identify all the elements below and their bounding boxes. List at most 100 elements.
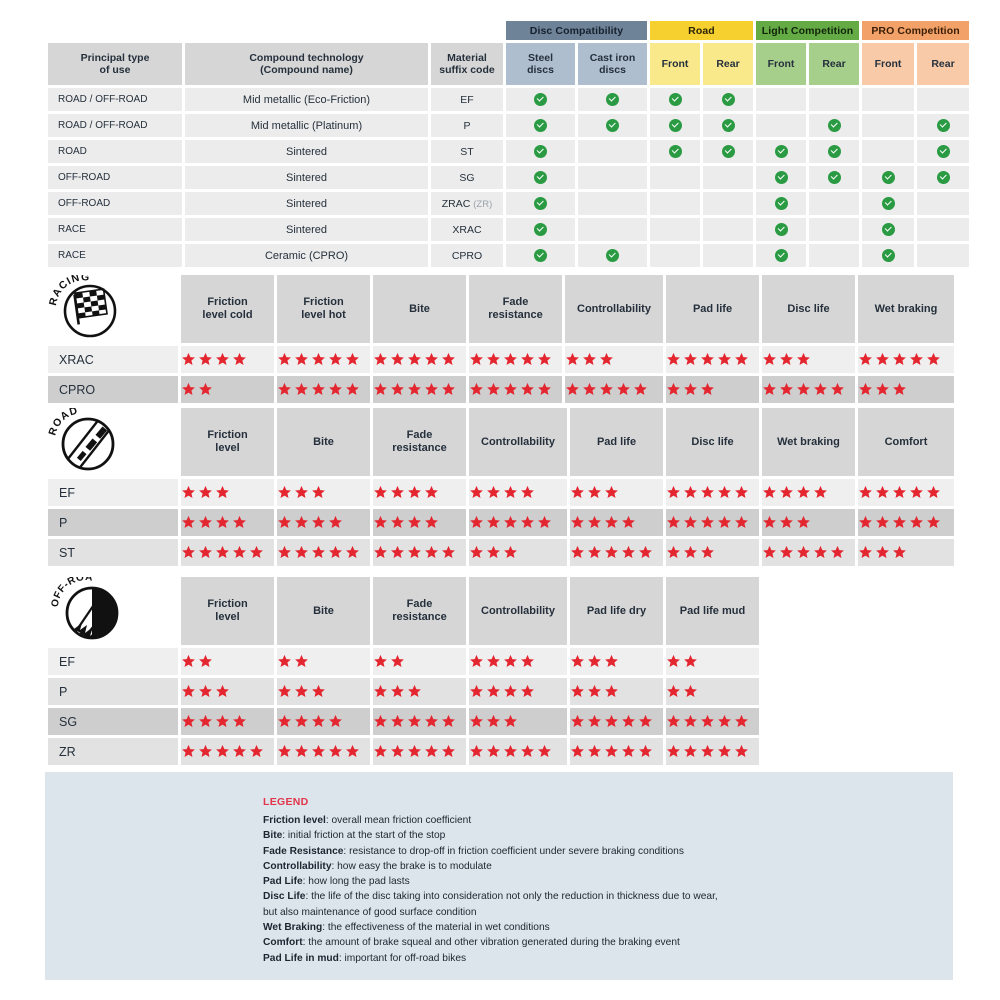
empty-cell (917, 218, 970, 241)
legend-entry: Comfort: the amount of brake squeal and … (263, 937, 680, 949)
material-suffix-code-cell: ZRAC (ZR) (431, 192, 503, 215)
star-rating-2 (666, 678, 759, 705)
table-row: ROAD Sintered ST (48, 140, 970, 163)
star-rating-3 (373, 678, 466, 705)
star-rating-3 (666, 376, 759, 403)
check-icon-cell (809, 140, 860, 163)
check-icon-cell (862, 218, 915, 241)
check-icon-cell (578, 88, 647, 111)
column-header-2: Material suffix code (431, 43, 503, 85)
racing-row-label: CPRO (48, 376, 178, 403)
table-row: ST (48, 539, 954, 566)
road-column-header-2: Fade resistance (373, 408, 466, 476)
check-icon-cell (862, 166, 915, 189)
star-rating-2 (181, 648, 274, 675)
empty-cell (703, 244, 753, 267)
table-row: OFF-ROAD Sintered SG (48, 166, 970, 189)
check-icon (827, 119, 841, 132)
table-row: RACE Sintered XRAC (48, 218, 970, 241)
principal-use-cell: OFF-ROAD (48, 166, 182, 189)
star-rating-5 (277, 539, 370, 566)
empty-cell (756, 114, 806, 137)
empty-cell (862, 140, 915, 163)
racing-column-header-3: Fade resistance (469, 275, 562, 343)
star-rating-5 (373, 708, 466, 735)
table-row: P (48, 678, 954, 705)
star-rating-5 (570, 738, 663, 765)
empty-cell (756, 88, 806, 111)
check-icon (668, 93, 682, 106)
road-row-label: P (48, 509, 178, 536)
star-rating-4 (277, 708, 370, 735)
star-rating-4 (469, 479, 567, 506)
star-rating-3 (570, 648, 663, 675)
empty-cell (703, 218, 753, 241)
check-icon (534, 145, 547, 158)
check-icon (881, 171, 895, 184)
star-rating-2 (181, 376, 274, 403)
table-row: P (48, 509, 954, 536)
offroad-icon: OFF-ROAD (44, 569, 178, 645)
check-icon-cell (917, 166, 970, 189)
group-header-pro-competition: PRO Competition (862, 21, 970, 40)
road-icon: ROAD (46, 405, 178, 476)
offroad-row-label: EF (48, 648, 178, 675)
offroad-column-header-0: Friction level (181, 577, 274, 645)
compound-technology-cell: Mid metallic (Platinum) (185, 114, 428, 137)
check-icon (774, 223, 788, 236)
offroad-column-header-3: Controllability (469, 577, 567, 645)
legend-entry: Friction level: overall mean friction co… (263, 815, 472, 826)
road-ratings-table: ROADFrictionlevelBiteFaderesistanceContr… (45, 405, 954, 569)
star-rating-5 (565, 376, 663, 403)
racing-ratings-table: RACING Friction level cold Friction level ho… (45, 271, 954, 406)
check-icon-cell (506, 244, 575, 267)
check-icon (774, 171, 788, 184)
legend-title: LEGEND (263, 796, 309, 808)
star-rating-3 (666, 539, 759, 566)
material-suffix-code-cell: ST (431, 140, 503, 163)
table-row: CPRO (48, 376, 954, 403)
legend-entry: but also maintenance of good surface con… (263, 906, 477, 918)
check-icon (534, 119, 547, 132)
star-rating-4 (373, 509, 466, 536)
star-rating-3 (858, 376, 954, 403)
star-rating-3 (570, 479, 663, 506)
table-row: XRAC (48, 346, 954, 373)
road-column-header-0: Friction level (181, 408, 274, 476)
table-row: EF (48, 648, 954, 675)
road-column-header-4: Pad life (570, 408, 663, 476)
check-icon (534, 197, 547, 210)
column-header-0: Principal type of use (48, 43, 182, 85)
star-rating-4 (469, 678, 567, 705)
legend-entry: Pad Life in mud: important for off-road … (263, 952, 467, 964)
group-header-blank (48, 21, 503, 40)
legend-entry: Fade Resistance: resistance to drop-off … (263, 845, 684, 857)
star-rating-5 (181, 539, 274, 566)
check-icon-cell (756, 192, 806, 215)
road-row-label: EF (48, 479, 178, 506)
material-suffix-code-cell: SG (431, 166, 503, 189)
table-row: ZR (48, 738, 954, 765)
star-rating-2 (666, 648, 759, 675)
group-header-disc-compatibility: Disc Compatibility (506, 21, 647, 40)
star-rating-5 (373, 539, 466, 566)
offroad-column-header-4: Pad life dry (570, 577, 663, 645)
star-rating-5 (469, 346, 562, 373)
offroad-row-label: P (48, 678, 178, 705)
table-row: ROAD / OFF-ROAD Mid metallic (Platinum) P (48, 114, 970, 137)
road-column-header-3: Controllability (469, 408, 567, 476)
star-rating-5 (666, 346, 759, 373)
check-icon-cell (917, 114, 970, 137)
empty-cell (650, 192, 700, 215)
check-icon-cell (809, 166, 860, 189)
star-rating-3 (181, 479, 274, 506)
star-rating-5 (373, 738, 466, 765)
check-icon-cell (506, 218, 575, 241)
column-header-7: Front (756, 43, 806, 85)
material-suffix-code-cell: EF (431, 88, 503, 111)
column-header-4: Cast iron discs (578, 43, 647, 85)
legend-entry: Disc Life: the life of the disc taking i… (263, 891, 718, 903)
check-icon-cell (506, 166, 575, 189)
racing-column-header-4: Controllability (565, 275, 663, 343)
